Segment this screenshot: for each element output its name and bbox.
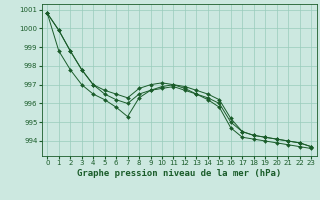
X-axis label: Graphe pression niveau de la mer (hPa): Graphe pression niveau de la mer (hPa) [77,169,281,178]
